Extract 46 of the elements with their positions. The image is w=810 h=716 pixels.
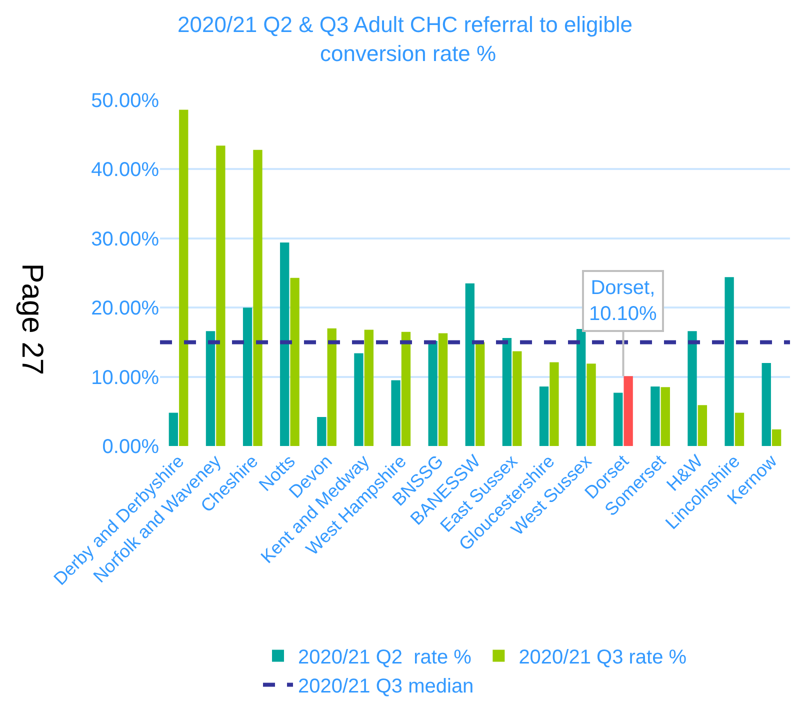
bar <box>762 362 771 446</box>
legend-label: 2020/21 Q3 median <box>298 676 474 698</box>
y-tick-label: 50.00% <box>91 90 160 112</box>
y-tick-label: 20.00% <box>91 298 160 320</box>
bar <box>242 308 252 446</box>
bar <box>650 386 660 446</box>
bar <box>253 150 262 446</box>
bar <box>476 342 485 446</box>
bar <box>290 278 300 446</box>
annotation: Dorset, 10.10% <box>589 277 658 325</box>
bar <box>734 412 744 446</box>
chart-title: 2020/21 Q2 & Q3 Adult CHC referral to eligible conversion rate % <box>178 12 632 66</box>
y-tick-label: 0.00% <box>102 436 160 458</box>
bar <box>317 416 326 446</box>
bar <box>216 146 226 446</box>
bar <box>502 338 512 446</box>
bar <box>179 110 188 446</box>
bar <box>206 331 216 446</box>
y-tick-label: 10.00% <box>91 366 160 389</box>
bar <box>428 340 438 446</box>
bar <box>724 277 734 446</box>
legend-label: 2020/21 Q2 rate % <box>298 646 472 669</box>
bar <box>364 330 374 446</box>
bar <box>391 380 400 446</box>
y-tick-label: 30.00% <box>91 228 160 250</box>
bar <box>772 429 782 446</box>
text: Page 27 <box>15 263 48 376</box>
bar <box>401 332 411 446</box>
bar <box>614 392 623 446</box>
bar <box>688 331 697 446</box>
bar <box>168 412 178 446</box>
bar <box>550 362 559 446</box>
bar <box>438 333 448 446</box>
bar <box>660 387 670 446</box>
bar <box>354 353 364 446</box>
bar <box>465 283 474 446</box>
bar <box>327 328 336 446</box>
bar <box>698 405 708 446</box>
bar <box>576 329 586 446</box>
bar <box>586 364 596 446</box>
bar <box>512 351 522 446</box>
legend-label: 2020/21 Q3 rate % <box>518 646 687 669</box>
bar <box>539 386 549 446</box>
bar <box>624 376 633 446</box>
y-tick-label: 40.00% <box>91 159 160 182</box>
bar <box>280 242 290 446</box>
